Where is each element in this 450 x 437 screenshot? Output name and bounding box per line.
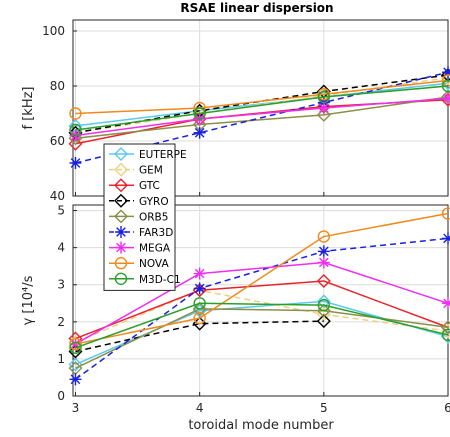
frequency-panel: 40 60 80 100 f [kHz] — [21, 19, 450, 203]
series-line-gyro — [75, 320, 324, 353]
data-point-mega — [193, 267, 206, 280]
legend-entry-m3d-c1: M3D-C1 — [109, 272, 181, 286]
series-line-euterpe — [75, 82, 449, 127]
legend-marker — [114, 178, 128, 193]
data-point-nova — [317, 230, 331, 243]
legend-marker — [115, 226, 127, 238]
legend-entry-far3d: FAR3D — [109, 226, 173, 239]
y-axis-label: γ [10⁴/s — [21, 275, 36, 325]
legend-marker — [114, 193, 128, 208]
data-point-far3d — [193, 282, 206, 295]
data-point-gtc — [316, 274, 331, 289]
data-point-mega — [442, 297, 450, 310]
legend-label: MEGA — [139, 243, 171, 255]
series-line-orb5 — [75, 96, 449, 139]
x-tick-label: 6 — [444, 401, 450, 415]
data-point-gtc — [68, 136, 83, 151]
x-axis-label: toroidal mode number — [188, 418, 334, 433]
x-tick-label: 4 — [196, 401, 204, 415]
data-point-far3d — [69, 373, 82, 386]
series-line-gtc — [75, 280, 449, 340]
data-point-m3d-c1 — [441, 79, 450, 93]
data-point-orb5 — [68, 131, 83, 146]
y-tick-label: 3 — [57, 278, 65, 292]
legend-label: NOVA — [139, 258, 169, 270]
y-axis-label: f [kHz] — [21, 87, 36, 130]
chart-title: RSAE linear dispersion — [180, 1, 333, 15]
data-point-orb5 — [441, 320, 450, 335]
legend-entry-euterpe: EUTERPE — [109, 147, 187, 161]
legend-entry-nova: NOVA — [109, 257, 169, 270]
legend-marker — [114, 147, 128, 161]
data-point-mega — [317, 102, 330, 114]
y-tick-label: 60 — [50, 134, 65, 148]
legend-marker — [114, 162, 128, 177]
legend-marker — [115, 241, 127, 254]
data-point-nova — [441, 207, 450, 220]
y-tick-label: 2 — [57, 315, 65, 329]
data-point-m3d-c1 — [317, 90, 331, 104]
legend-label: GTC — [139, 180, 160, 192]
series-line-gem — [75, 289, 449, 343]
series-line-orb5 — [75, 308, 449, 369]
legend-entry-orb5: ORB5 — [109, 209, 168, 224]
legend-entry-mega: MEGA — [109, 241, 171, 255]
x-tick-label: 3 — [72, 401, 80, 415]
data-point-nova — [193, 311, 206, 325]
series-far3d — [69, 232, 450, 386]
legend-marker — [114, 272, 128, 285]
series-m3d-c1 — [69, 297, 450, 354]
series-line-mega — [75, 97, 449, 137]
data-point-far3d — [442, 232, 450, 245]
data-point-far3d — [193, 126, 206, 139]
series-line-nova — [75, 212, 449, 345]
data-point-mega — [317, 256, 330, 269]
legend-label: FAR3D — [139, 227, 173, 239]
data-point-m3d-c1 — [317, 298, 331, 312]
data-point-far3d — [69, 157, 82, 169]
growth-rate-panel: 0 1 2 3 4 5 3 4 5 6 γ [10⁴/s — [21, 204, 450, 415]
data-point-m3d-c1 — [69, 341, 82, 354]
data-point-m3d-c1 — [441, 328, 450, 342]
series-line-m3d-c1 — [75, 85, 449, 131]
data-point-mega — [442, 92, 450, 105]
legend: EUTERPE GEM GTC GYRO ORB5 FAR3D MEGA NOVA M3D-C1 — [103, 143, 187, 291]
y-tick-label: 1 — [57, 352, 65, 366]
legend-label: GYRO — [139, 196, 169, 208]
y-tick-label: 0 — [57, 389, 65, 403]
series-line-m3d-c1 — [75, 302, 449, 349]
y-tick-label: 40 — [50, 189, 65, 203]
series-line-far3d — [75, 237, 449, 380]
data-point-euterpe — [441, 329, 450, 344]
data-point-gyro — [68, 344, 83, 359]
legend-entry-gyro: GYRO — [109, 193, 169, 208]
legend-label: EUTERPE — [139, 149, 187, 161]
y-tick-label: 100 — [42, 24, 65, 38]
series-m3d-c1 — [69, 79, 450, 137]
data-point-m3d-c1 — [69, 123, 82, 137]
legend-label: M3D-C1 — [139, 274, 181, 286]
series-nova — [69, 207, 450, 351]
x-tick-label: 5 — [320, 401, 328, 415]
legend-marker — [114, 257, 128, 270]
legend-label: GEM — [139, 165, 163, 177]
series-line-nova — [75, 79, 449, 115]
series-line-mega — [75, 261, 449, 345]
data-point-euterpe — [68, 357, 83, 372]
data-point-far3d — [317, 245, 330, 258]
data-point-m3d-c1 — [193, 297, 206, 310]
legend-label: ORB5 — [139, 211, 168, 223]
y-tick-label: 4 — [57, 241, 65, 255]
legend-entry-gem: GEM — [109, 162, 163, 177]
legend-entry-gtc: GTC — [109, 178, 160, 193]
data-point-nova — [69, 337, 82, 351]
data-point-gyro — [316, 314, 331, 329]
y-tick-label: 80 — [50, 79, 65, 93]
legend-marker — [114, 209, 128, 224]
data-point-orb5 — [316, 107, 331, 122]
data-point-m3d-c1 — [193, 107, 206, 120]
y-tick-label: 5 — [57, 204, 65, 218]
data-point-nova — [69, 107, 82, 120]
